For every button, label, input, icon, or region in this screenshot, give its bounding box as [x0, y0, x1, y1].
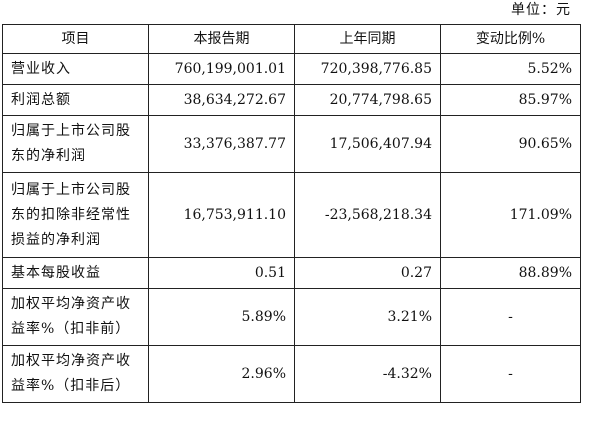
table-row: 营业收入 760,199,001.01 720,398,776.85 5.52%	[2, 53, 581, 85]
unit-label: 单位：元	[511, 2, 571, 18]
current-value: 0.51	[148, 257, 295, 289]
table-row: 加权平均净资产收 益率%（扣非后） 2.96% -4.32% -	[2, 345, 581, 403]
row-label-line: 营业收入	[11, 60, 71, 77]
row-label-line: 基本每股收益	[11, 264, 101, 281]
header-item: 项目	[2, 24, 149, 54]
row-label-line: 加权平均净资产收	[11, 296, 131, 312]
row-label-line: 加权平均净资产收	[11, 353, 131, 369]
row-label-line: 东的扣除非经常性	[11, 206, 131, 223]
previous-value: 0.27	[294, 257, 441, 289]
table-row: 加权平均净资产收 益率%（扣非前） 5.89% 3.21% -	[2, 288, 581, 346]
change-value: 171.09%	[440, 172, 581, 258]
row-label: 归属于上市公司股 东的净利润	[2, 115, 149, 173]
row-label-line: 东的净利润	[11, 148, 86, 164]
current-value: 33,376,387.77	[148, 115, 295, 173]
row-label: 利润总额	[2, 84, 149, 116]
row-label-line: 损益的净利润	[11, 231, 101, 248]
change-value: 90.65%	[440, 115, 581, 173]
row-label: 营业收入	[2, 53, 149, 85]
previous-value: 3.21%	[294, 288, 441, 346]
previous-value: -4.32%	[294, 345, 441, 403]
table-row: 归属于上市公司股 东的净利润 33,376,387.77 17,506,407.…	[2, 115, 581, 173]
row-label: 归属于上市公司股 东的扣除非经常性 损益的净利润	[2, 172, 149, 258]
change-value: 88.89%	[440, 257, 581, 289]
previous-value: -23,568,218.34	[294, 172, 441, 258]
change-value: 85.97%	[440, 84, 581, 116]
previous-value: 720,398,776.85	[294, 53, 441, 85]
row-label: 加权平均净资产收 益率%（扣非前）	[2, 288, 149, 346]
header-change-ratio: 变动比例%	[440, 24, 581, 54]
current-value: 5.89%	[148, 288, 295, 346]
table-row: 基本每股收益 0.51 0.27 88.89%	[2, 257, 581, 289]
previous-value: 20,774,798.65	[294, 84, 441, 116]
change-value: -	[440, 288, 581, 346]
current-value: 16,753,911.10	[148, 172, 295, 258]
row-label: 基本每股收益	[2, 257, 149, 289]
financial-summary-table: 项目 本报告期 上年同期 变动比例% 营业收入 760,199,001.01 7…	[2, 24, 581, 403]
header-previous-period: 上年同期	[294, 24, 441, 54]
row-label-line: 益率%（扣非前）	[11, 321, 131, 337]
table-header-row: 项目 本报告期 上年同期 变动比例%	[2, 24, 581, 54]
row-label-line: 益率%（扣非后）	[11, 378, 131, 394]
row-label-line: 归属于上市公司股	[11, 123, 131, 139]
table-row: 利润总额 38,634,272.67 20,774,798.65 85.97%	[2, 84, 581, 116]
current-value: 2.96%	[148, 345, 295, 403]
header-current-period: 本报告期	[148, 24, 295, 54]
change-value: -	[440, 345, 581, 403]
change-value: 5.52%	[440, 53, 581, 85]
row-label-line: 归属于上市公司股	[11, 181, 131, 198]
table-row: 归属于上市公司股 东的扣除非经常性 损益的净利润 16,753,911.10 -…	[2, 172, 581, 258]
current-value: 38,634,272.67	[148, 84, 295, 116]
current-value: 760,199,001.01	[148, 53, 295, 85]
previous-value: 17,506,407.94	[294, 115, 441, 173]
row-label-line: 利润总额	[11, 91, 71, 108]
row-label: 加权平均净资产收 益率%（扣非后）	[2, 345, 149, 403]
